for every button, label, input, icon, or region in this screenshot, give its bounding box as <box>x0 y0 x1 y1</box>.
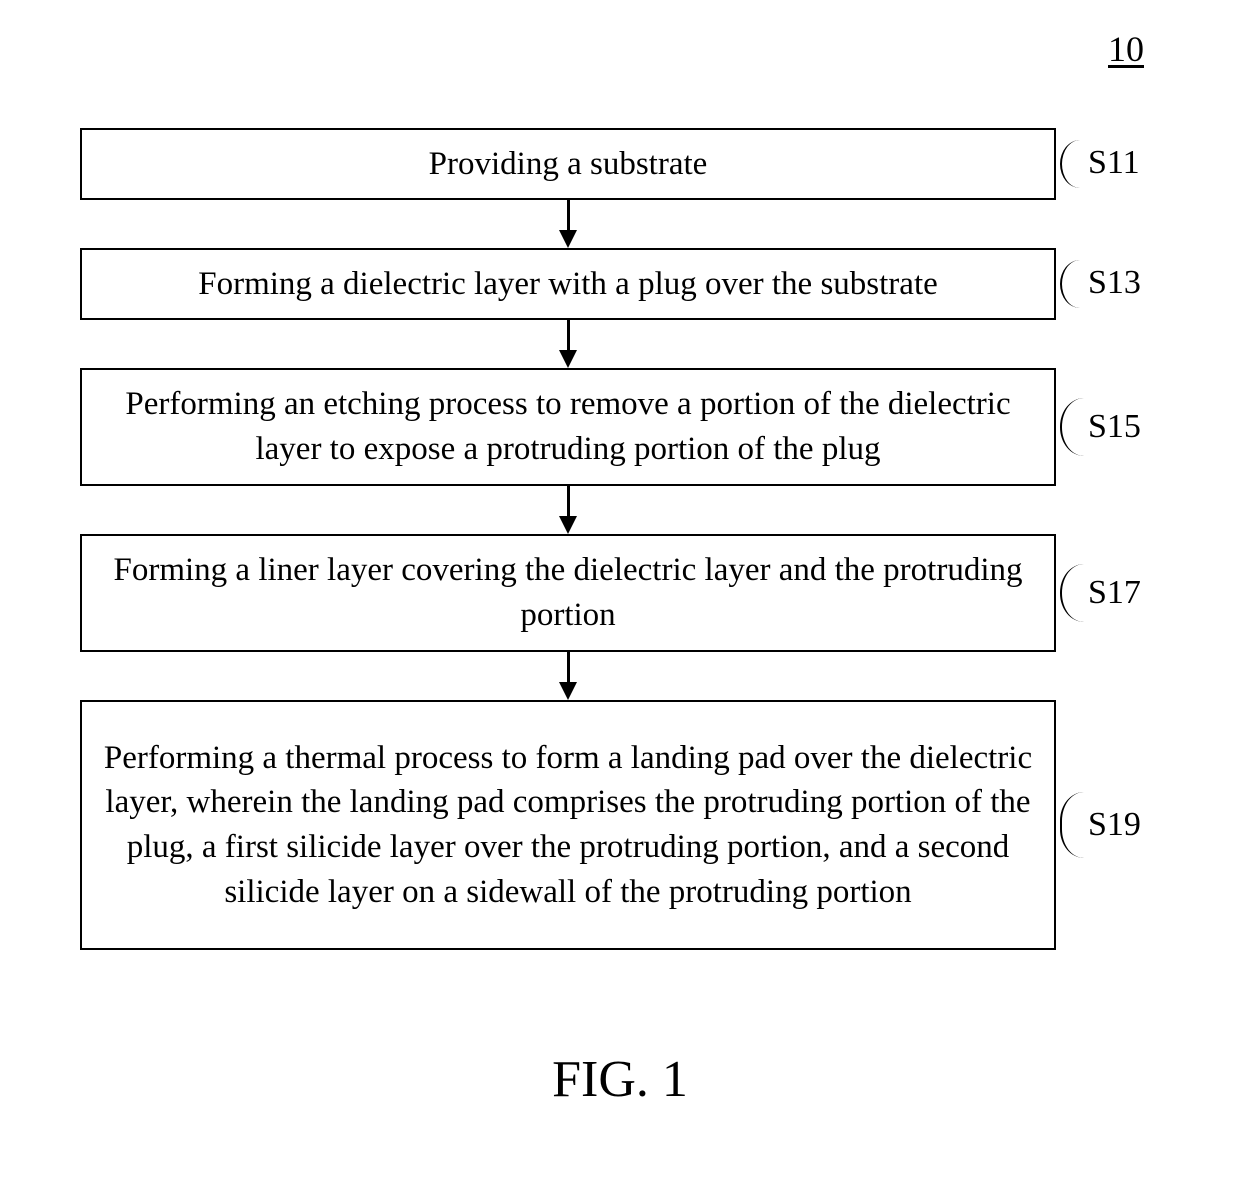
label-connector-s19 <box>1060 792 1084 858</box>
flow-node-s11-text: Providing a substrate <box>429 142 708 187</box>
arrow-s15-s17-head <box>559 516 577 534</box>
label-connector-s13 <box>1060 260 1084 308</box>
flow-node-s15: Performing an etching process to remove … <box>80 368 1056 486</box>
flow-node-s15-text: Performing an etching process to remove … <box>100 382 1036 471</box>
step-label-s11: S11 <box>1088 144 1140 182</box>
flow-node-s13-text: Forming a dielectric layer with a plug o… <box>198 262 938 307</box>
step-label-s13: S13 <box>1088 264 1141 302</box>
arrow-s17-s19-head <box>559 682 577 700</box>
label-connector-s11 <box>1060 140 1084 188</box>
flow-node-s11: Providing a substrate <box>80 128 1056 200</box>
label-connector-s17 <box>1060 564 1084 622</box>
arrow-s11-s13-head <box>559 230 577 248</box>
figure-number: 10 <box>1108 28 1144 70</box>
arrow-s13-s15-line <box>567 320 570 350</box>
arrow-s11-s13-line <box>567 200 570 230</box>
arrow-s13-s15-head <box>559 350 577 368</box>
flow-node-s17: Forming a liner layer covering the diele… <box>80 534 1056 652</box>
label-connector-s15 <box>1060 398 1084 456</box>
figure-caption: FIG. 1 <box>0 1050 1240 1109</box>
step-label-s17: S17 <box>1088 574 1141 612</box>
figure-canvas: 10 Providing a substrate S11 Forming a d… <box>0 0 1240 1199</box>
step-label-s15: S15 <box>1088 408 1141 446</box>
arrow-s17-s19-line <box>567 652 570 682</box>
flow-node-s17-text: Forming a liner layer covering the diele… <box>100 548 1036 637</box>
flow-node-s19-text: Performing a thermal process to form a l… <box>100 736 1036 914</box>
flow-node-s19: Performing a thermal process to form a l… <box>80 700 1056 950</box>
flow-node-s13: Forming a dielectric layer with a plug o… <box>80 248 1056 320</box>
arrow-s15-s17-line <box>567 486 570 516</box>
step-label-s19: S19 <box>1088 806 1141 844</box>
